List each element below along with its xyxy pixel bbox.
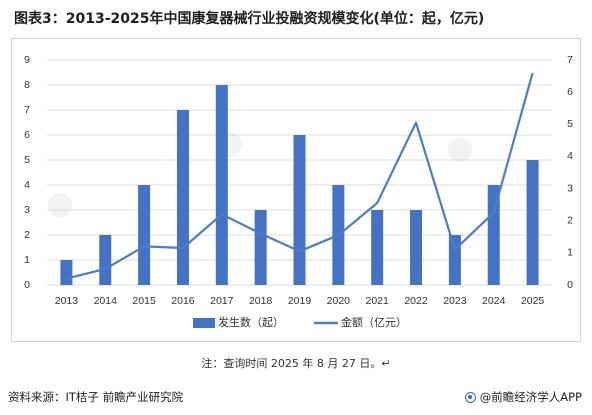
y-right-tick-label: 2	[567, 214, 573, 226]
legend-bar-swatch	[193, 318, 215, 328]
bar	[60, 260, 73, 285]
brand-credit: @前瞻经济学人APP	[464, 389, 582, 405]
bar	[526, 160, 539, 285]
x-tick-label: 2013	[55, 295, 79, 307]
query-date-note: 注：查询时间 2025 年 8 月 27 日。↵	[201, 357, 391, 370]
bar	[293, 135, 306, 285]
chart-frame	[11, 38, 581, 342]
x-tick-label: 2018	[249, 295, 273, 307]
bar	[371, 210, 384, 285]
watermark	[48, 133, 472, 217]
bar	[448, 235, 461, 285]
y-right-tick-label: 3	[567, 182, 573, 194]
bar	[176, 110, 189, 285]
bar	[99, 235, 112, 285]
legend-line-label: 金额（亿元）	[341, 315, 407, 329]
x-tick-label: 2016	[171, 295, 195, 307]
x-tick-label: 2021	[366, 295, 390, 307]
watermark-logo-icon	[448, 138, 472, 162]
x-tick-label: 2020	[327, 295, 351, 307]
bar	[410, 210, 423, 285]
y-left-tick-label: 3	[24, 204, 30, 216]
y-left-tick-label: 1	[24, 254, 30, 266]
y-left-tick-label: 8	[24, 79, 30, 91]
brand-text: @前瞻经济学人APP	[479, 390, 582, 404]
x-tick-label: 2019	[288, 295, 312, 307]
bar	[487, 185, 500, 285]
y-left-tick-label: 4	[24, 179, 30, 191]
y-left-tick-label: 6	[24, 129, 30, 141]
bar	[254, 210, 267, 285]
x-tick-label: 2023	[443, 295, 467, 307]
y-right-tick-label: 7	[567, 54, 573, 66]
y-right-tick-label: 0	[567, 279, 573, 291]
bar	[215, 85, 228, 285]
y-right-tick-label: 6	[567, 86, 573, 98]
x-tick-label: 2025	[521, 295, 545, 307]
chart-title: 图表3：2013-2025年中国康复器械行业投融资规模变化(单位：起，亿元)	[14, 11, 485, 27]
y-left-tick-label: 7	[24, 104, 30, 116]
brand-logo-icon	[464, 391, 476, 403]
y-left-tick-label: 5	[24, 154, 30, 166]
y-right-tick-label: 1	[567, 247, 573, 259]
y-left-tick-label: 2	[24, 229, 30, 241]
watermark-logo-icon	[48, 193, 72, 217]
y-left-tick-label: 9	[24, 54, 30, 66]
x-tick-label: 2024	[482, 295, 506, 307]
x-tick-label: 2015	[132, 295, 156, 307]
y-left-tick-label: 0	[24, 279, 30, 291]
x-tick-label: 2017	[210, 295, 234, 307]
y-right-tick-label: 4	[567, 150, 573, 162]
x-tick-label: 2014	[94, 295, 118, 307]
y-right-tick-label: 5	[567, 118, 573, 130]
legend-bar-label: 发生数（起）	[218, 315, 284, 329]
x-tick-label: 2022	[404, 295, 428, 307]
source-text: 资料来源：IT桔子 前瞻产业研究院	[8, 390, 184, 404]
bar	[138, 185, 151, 285]
